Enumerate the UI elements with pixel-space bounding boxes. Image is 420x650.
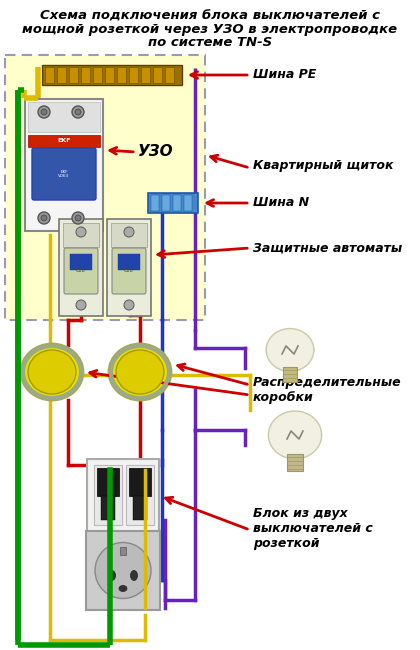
Circle shape <box>38 212 50 224</box>
FancyBboxPatch shape <box>117 67 126 83</box>
Circle shape <box>124 300 134 310</box>
Text: Шина N: Шина N <box>253 196 309 209</box>
Ellipse shape <box>109 344 171 400</box>
FancyBboxPatch shape <box>112 248 146 294</box>
Text: по системе TN-S: по системе TN-S <box>148 36 272 49</box>
FancyBboxPatch shape <box>101 496 115 520</box>
Text: C16: C16 <box>76 268 86 272</box>
FancyBboxPatch shape <box>283 367 297 382</box>
FancyBboxPatch shape <box>94 465 122 525</box>
Circle shape <box>72 212 84 224</box>
FancyBboxPatch shape <box>107 219 151 316</box>
FancyBboxPatch shape <box>129 468 151 496</box>
FancyBboxPatch shape <box>153 67 162 83</box>
Text: Блок из двух
выключателей с
розеткой: Блок из двух выключателей с розеткой <box>253 506 373 549</box>
Circle shape <box>38 106 50 118</box>
FancyBboxPatch shape <box>69 67 78 83</box>
FancyBboxPatch shape <box>93 67 102 83</box>
FancyBboxPatch shape <box>70 254 92 270</box>
FancyBboxPatch shape <box>287 454 302 471</box>
FancyBboxPatch shape <box>45 67 54 83</box>
FancyBboxPatch shape <box>111 223 147 247</box>
FancyBboxPatch shape <box>97 468 119 496</box>
Text: Защитные автоматы: Защитные автоматы <box>253 242 402 255</box>
FancyBboxPatch shape <box>32 148 96 200</box>
Text: Схема подключения блока выключателей с: Схема подключения блока выключателей с <box>40 10 380 23</box>
FancyBboxPatch shape <box>129 67 138 83</box>
Circle shape <box>41 215 47 221</box>
FancyBboxPatch shape <box>28 135 100 147</box>
FancyBboxPatch shape <box>64 248 98 294</box>
FancyBboxPatch shape <box>173 195 181 211</box>
Text: мощной розеткой через УЗО в электропроводке: мощной розеткой через УЗО в электропрово… <box>22 23 398 36</box>
Text: EKF: EKF <box>57 138 71 144</box>
FancyBboxPatch shape <box>28 102 100 132</box>
Ellipse shape <box>131 571 137 580</box>
Circle shape <box>75 215 81 221</box>
FancyBboxPatch shape <box>148 193 198 213</box>
FancyBboxPatch shape <box>42 65 182 85</box>
FancyBboxPatch shape <box>81 67 90 83</box>
Text: Распределительные
коробки: Распределительные коробки <box>253 376 402 404</box>
Text: Квартирный щиток: Квартирный щиток <box>253 159 394 172</box>
FancyBboxPatch shape <box>151 195 159 211</box>
Ellipse shape <box>116 350 164 394</box>
FancyBboxPatch shape <box>162 195 170 211</box>
FancyBboxPatch shape <box>87 459 159 533</box>
FancyBboxPatch shape <box>165 67 174 83</box>
FancyBboxPatch shape <box>105 67 114 83</box>
Circle shape <box>41 109 47 115</box>
Circle shape <box>95 543 151 599</box>
Polygon shape <box>268 411 322 459</box>
FancyBboxPatch shape <box>86 531 160 610</box>
Circle shape <box>75 109 81 115</box>
FancyBboxPatch shape <box>5 55 205 320</box>
Text: C16: C16 <box>124 268 134 272</box>
Circle shape <box>72 106 84 118</box>
FancyBboxPatch shape <box>133 496 147 520</box>
Circle shape <box>76 227 86 237</box>
FancyBboxPatch shape <box>120 547 126 554</box>
Ellipse shape <box>119 586 127 592</box>
FancyBboxPatch shape <box>63 223 99 247</box>
FancyBboxPatch shape <box>118 254 140 270</box>
Polygon shape <box>266 329 314 371</box>
Ellipse shape <box>28 350 76 394</box>
Ellipse shape <box>108 571 116 580</box>
FancyBboxPatch shape <box>184 195 192 211</box>
Circle shape <box>76 300 86 310</box>
FancyBboxPatch shape <box>25 99 103 231</box>
Circle shape <box>124 227 134 237</box>
FancyBboxPatch shape <box>126 465 154 525</box>
Text: Шина PE: Шина PE <box>253 68 316 81</box>
FancyBboxPatch shape <box>57 67 66 83</box>
Text: EKF
VD63: EKF VD63 <box>58 170 70 178</box>
Ellipse shape <box>21 344 83 400</box>
FancyBboxPatch shape <box>141 67 150 83</box>
Text: УЗО: УЗО <box>138 144 173 159</box>
FancyBboxPatch shape <box>59 219 103 316</box>
